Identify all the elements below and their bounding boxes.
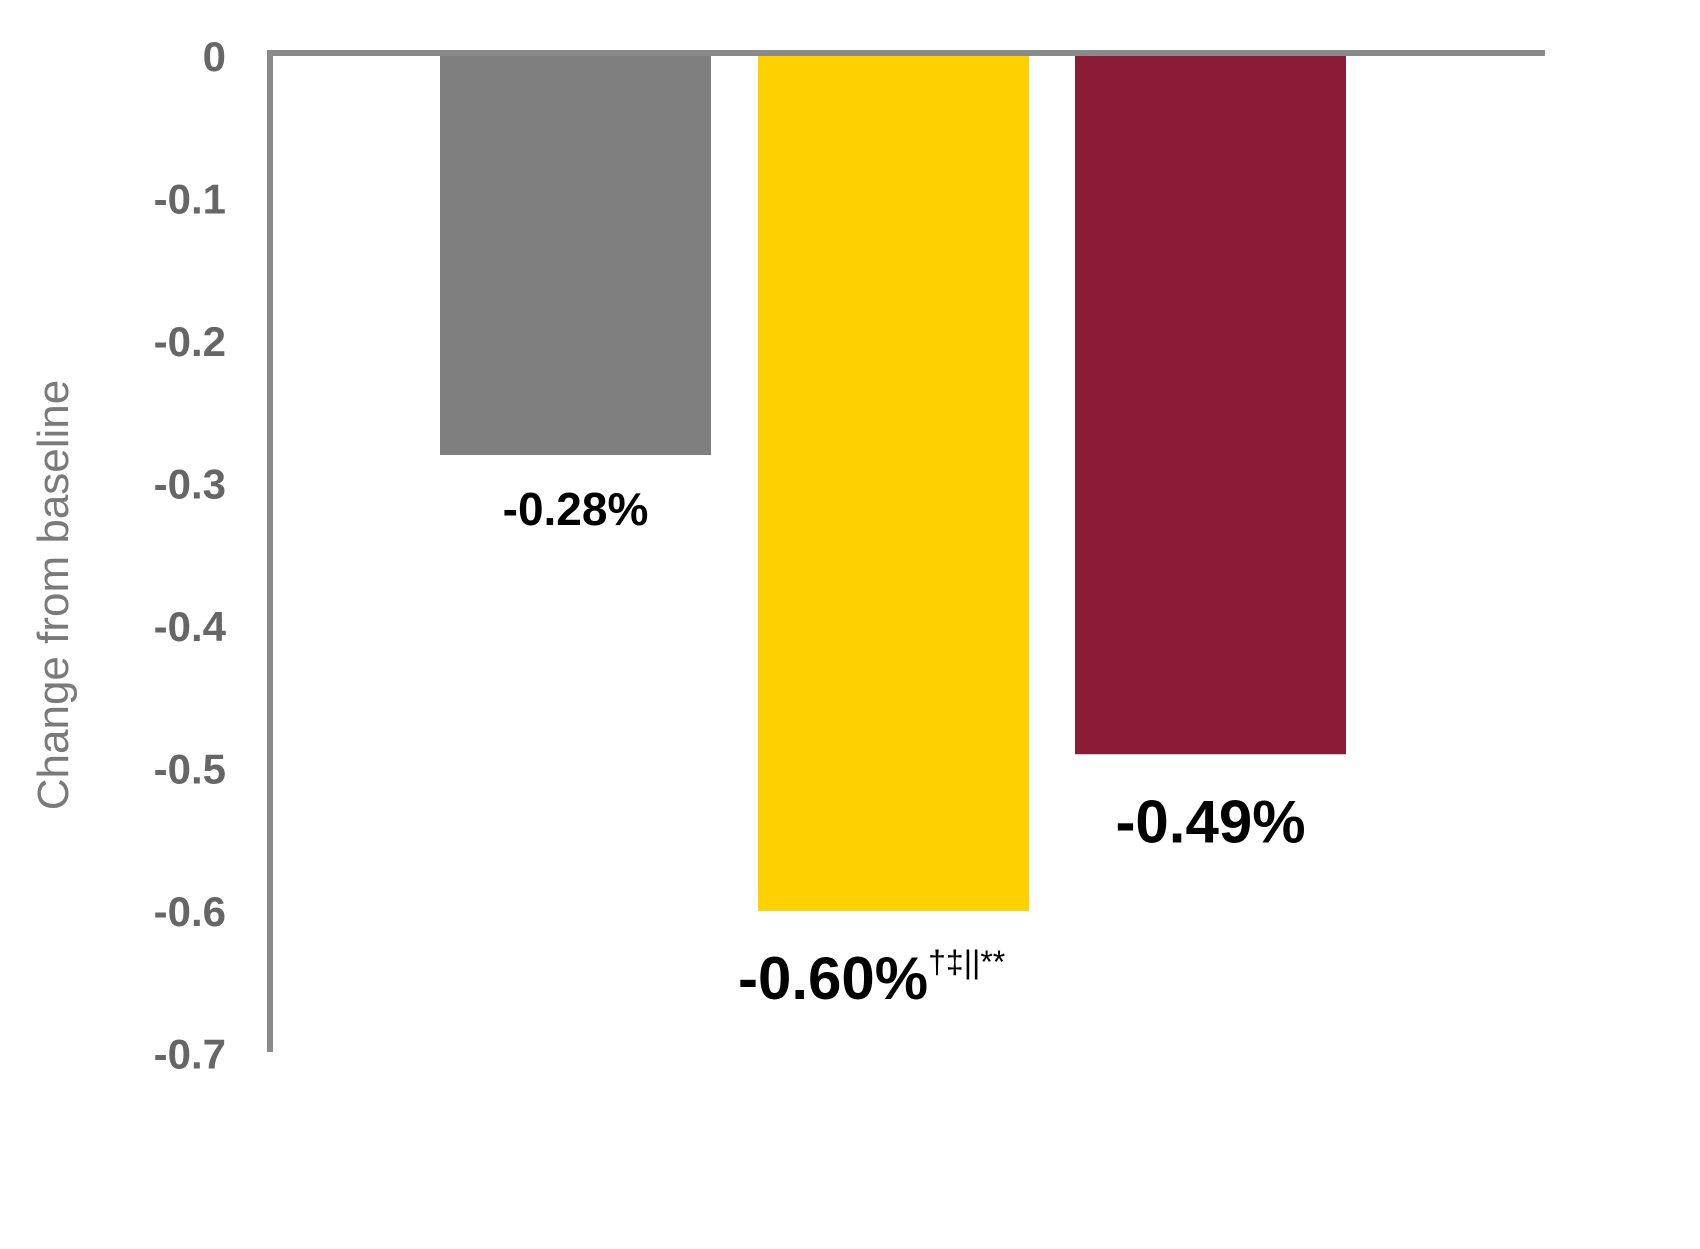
y-tick-label: -0.4 [154, 603, 227, 650]
bar [1075, 56, 1346, 755]
y-tick-label: 0 [203, 33, 226, 80]
y-tick-label: -0.3 [154, 461, 226, 508]
bar [440, 56, 711, 455]
bar-value-labels: -0.28% -0.60%†‡||** -0.49% [503, 483, 1306, 1012]
y-axis-title: Change from baseline [29, 380, 78, 810]
bar-value-label: -0.28% [503, 483, 649, 535]
bars [440, 56, 1346, 911]
y-tick-label: -0.2 [154, 318, 226, 365]
bar [758, 56, 1029, 911]
y-tick-label: -0.1 [154, 176, 226, 223]
y-tick-label: -0.7 [154, 1031, 226, 1078]
bar-value-label: -0.60%†‡||** [738, 944, 1005, 1012]
y-tick-label: -0.6 [154, 888, 226, 935]
y-axis-ticks: 0 -0.1 -0.2 -0.3 -0.4 -0.5 -0.6 -0.7 [154, 33, 227, 1078]
y-tick-label: -0.5 [154, 746, 226, 793]
bar-value-label: -0.49% [1115, 788, 1305, 855]
